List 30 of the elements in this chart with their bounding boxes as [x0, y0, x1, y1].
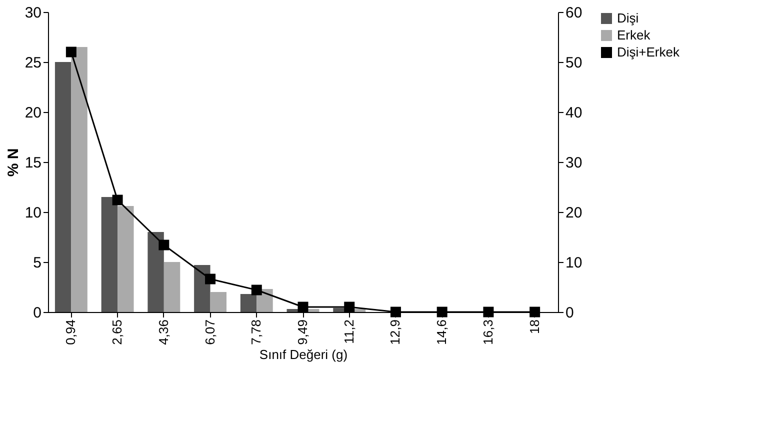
y-tick-label: 20	[24, 104, 42, 122]
y2-tick-label: 0	[566, 304, 574, 322]
y-tick-label: 30	[24, 4, 42, 22]
x-tick-label: 14,6	[434, 320, 450, 345]
y2-tick-label: 50	[566, 54, 582, 72]
x-tick-label: 4,36	[156, 320, 171, 345]
legend-label: Dişi	[617, 10, 639, 26]
y-tick-label: 15	[24, 154, 42, 172]
x-tick-label: 11,2	[341, 320, 356, 344]
legend-label: Erkek	[617, 28, 651, 42]
y2-tick-label: 20	[566, 204, 582, 222]
x-axis-title: Sınıf Değeri (g)	[259, 346, 348, 362]
y2-tick-label: 10	[566, 254, 582, 272]
x-tick-label: 12,9	[388, 320, 403, 345]
y2-tick-label: 60	[566, 4, 582, 22]
x-tick-label: 7,78	[248, 320, 264, 345]
y2-tick-label: 40	[566, 104, 582, 122]
x-tick-label: 16,3	[480, 320, 496, 345]
y2-tick-label: 30	[566, 154, 582, 172]
y-axis-title: % N	[4, 148, 22, 177]
x-tick-label: 6,07	[202, 320, 218, 345]
y-tick-label: 0	[33, 304, 42, 322]
x-tick-label: 9,49	[295, 320, 310, 345]
x-tick-label: 18	[526, 320, 542, 334]
legend-label: Dişi+Erkek	[617, 44, 680, 60]
y-tick-label: 10	[24, 204, 42, 222]
y-tick-label: 25	[24, 54, 42, 72]
x-tick-label: 0,94	[63, 320, 78, 345]
x-tick-label: 2,65	[110, 320, 125, 345]
y-tick-label: 5	[33, 254, 42, 272]
